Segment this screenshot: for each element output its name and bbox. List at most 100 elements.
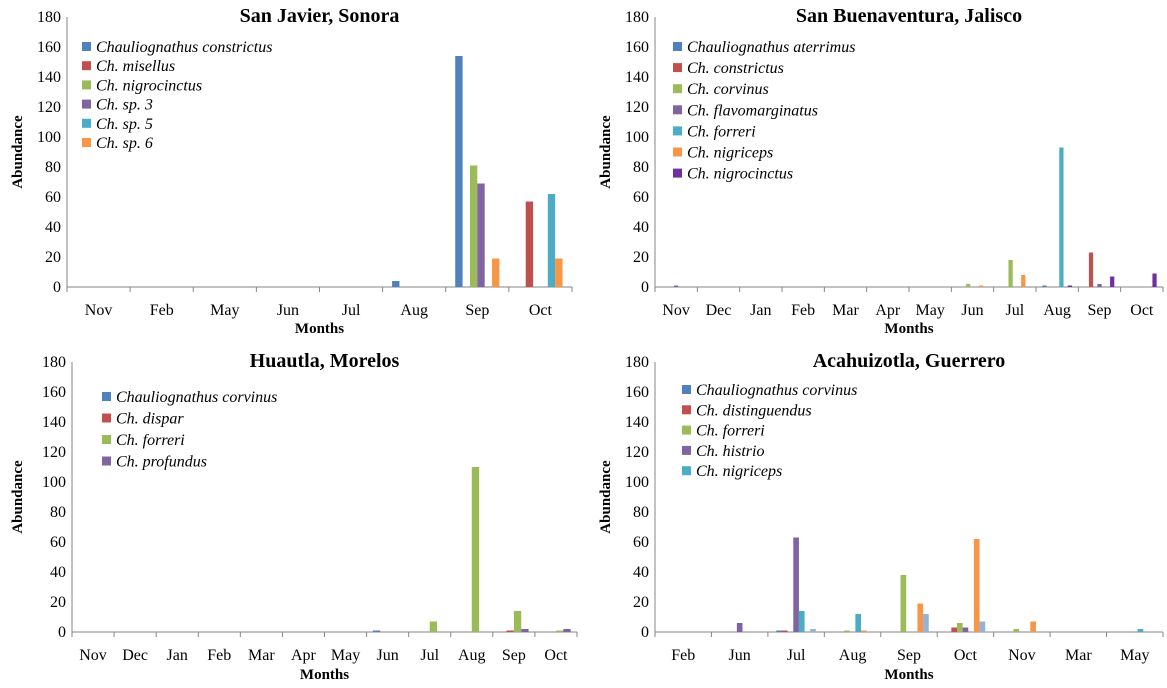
legend-swatch [682, 466, 691, 476]
x-tick-label: Nov [662, 302, 690, 319]
bar [1110, 276, 1115, 287]
y-tick-label: 120 [625, 99, 649, 116]
x-tick-label: Aug [458, 647, 486, 664]
x-tick-label: Oct [544, 647, 568, 664]
x-tick-label: Jun [277, 302, 299, 319]
y-tick-label: 20 [633, 594, 649, 611]
x-tick-label: Feb [150, 302, 174, 319]
y-tick-label: 0 [641, 279, 649, 296]
bar [674, 285, 679, 287]
bar [844, 630, 850, 632]
bar [966, 284, 971, 287]
y-tick-label: 0 [58, 624, 66, 641]
legend-label: Ch. corvinus [687, 81, 769, 98]
bar [962, 627, 969, 632]
y-axis-title: Abundance [598, 115, 614, 189]
x-tick-label: Feb [791, 302, 815, 319]
x-tick-label: Mar [1065, 647, 1092, 664]
bar [477, 183, 485, 287]
y-tick-label: 180 [42, 354, 66, 371]
legend-swatch [82, 118, 91, 128]
bar [1021, 275, 1026, 287]
y-tick-label: 60 [50, 534, 66, 551]
bar [979, 621, 986, 632]
x-tick-label: Jan [167, 647, 188, 664]
legend-label: Ch. nigriceps [687, 145, 773, 162]
legend-swatch [673, 126, 682, 136]
x-tick-label: Sep [897, 647, 921, 664]
bar [1152, 273, 1157, 287]
x-tick-label: Jun [377, 647, 399, 664]
y-tick-label: 140 [625, 69, 649, 86]
legend-swatch [82, 138, 91, 147]
bar [372, 630, 381, 632]
bar [1137, 629, 1144, 632]
legend-label: Ch. sp. 5 [96, 116, 153, 133]
legend-label: Ch. nigrocinctus [687, 166, 793, 183]
x-axis-title: Months [295, 321, 344, 337]
legend-label: Chauliognathus corvinus [116, 389, 277, 406]
legend-label: Ch. forreri [687, 123, 756, 140]
y-tick-label: 80 [50, 504, 66, 521]
bar [1097, 284, 1102, 287]
legend-label: Ch. histrio [696, 443, 764, 460]
chart-title: San Javier, Sonora [240, 5, 400, 27]
bar [917, 603, 924, 632]
chart-panel-4: Acahuizotla, Guerrero 0 20 40 60 80 100 120 140 1… [598, 350, 1164, 683]
x-tick-label: Oct [954, 647, 978, 664]
bar [855, 614, 862, 632]
x-tick-label: Nov [1008, 647, 1036, 664]
bar [923, 614, 929, 632]
bar [521, 629, 529, 632]
x-tick-label: Apr [291, 647, 317, 664]
y-tick-label: 120 [37, 99, 61, 116]
legend-label: Ch. profundus [116, 454, 207, 471]
x-tick-label: Nov [79, 647, 107, 664]
chart-title: San Buenaventura, Jalisco [796, 5, 1022, 27]
y-tick-label: 100 [625, 474, 649, 491]
y-tick-label: 80 [45, 159, 61, 176]
x-tick-label: Apr [875, 302, 901, 319]
legend-swatch [673, 84, 682, 94]
y-tick-label: 60 [633, 189, 649, 206]
legend-swatch [682, 445, 691, 455]
chart-panel-2: San Buenaventura, Jalisco 0 20 40 60 80 100 120… [598, 5, 1164, 337]
legend-label: Ch. nigrocinctus [96, 77, 202, 94]
bar [455, 56, 463, 287]
y-tick-label: 120 [625, 444, 649, 461]
y-tick-label: 80 [633, 159, 649, 176]
bar [978, 285, 984, 287]
bar [956, 623, 963, 632]
legend-label: Ch. dispar [116, 411, 184, 428]
legend-swatch [673, 147, 682, 157]
y-tick-label: 160 [37, 39, 61, 56]
y-tick-label: 120 [42, 444, 66, 461]
legend-swatch [102, 413, 111, 423]
x-tick-label: Jul [1005, 302, 1024, 319]
legend-swatch [82, 80, 91, 90]
legend-swatch [102, 456, 111, 466]
bar [1013, 629, 1020, 632]
bar [1059, 147, 1064, 287]
y-tick-label: 140 [42, 414, 66, 431]
x-axis-title: Months [884, 321, 933, 337]
x-tick-label: Dec [706, 302, 732, 319]
legend-label: Ch. sp. 3 [96, 97, 153, 114]
bar [973, 539, 980, 632]
x-tick-label: Jun [729, 647, 751, 664]
legend-swatch [82, 61, 91, 71]
x-tick-label: Feb [207, 647, 231, 664]
x-axis-title: Months [884, 667, 933, 683]
x-tick-label: May [916, 302, 945, 319]
x-tick-label: Oct [529, 302, 553, 319]
legend-swatch [673, 42, 682, 51]
bar [547, 194, 556, 287]
legend-label: Ch. distinguendus [696, 402, 812, 419]
legend-label: Ch. sp. 6 [96, 135, 153, 152]
x-tick-label: Nov [85, 302, 113, 319]
y-tick-label: 60 [45, 189, 61, 206]
x-tick-label: Feb [671, 647, 695, 664]
legend-label: Ch. forreri [116, 432, 185, 449]
bar [1008, 260, 1013, 287]
y-tick-label: 140 [625, 414, 649, 431]
